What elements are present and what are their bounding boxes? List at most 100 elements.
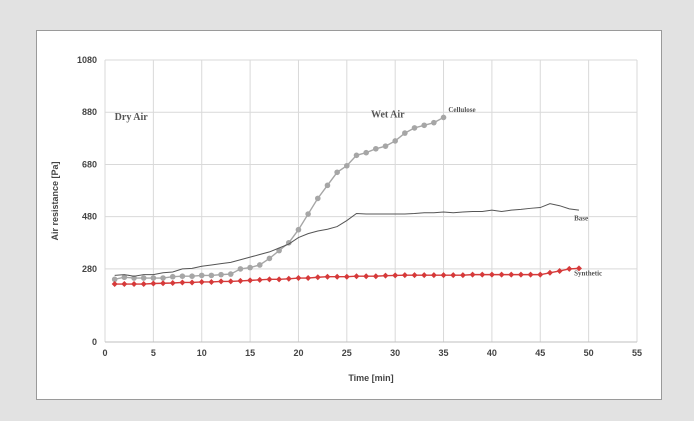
data-point xyxy=(256,276,263,283)
series-line xyxy=(114,203,580,277)
x-tick-label: 30 xyxy=(390,348,400,358)
data-point xyxy=(556,267,563,274)
data-point xyxy=(218,278,225,285)
data-point xyxy=(334,273,341,280)
data-point xyxy=(517,271,524,278)
data-point xyxy=(314,274,321,281)
data-point xyxy=(227,278,234,285)
data-point xyxy=(440,114,447,121)
data-point xyxy=(421,122,428,129)
data-point xyxy=(111,281,118,288)
data-point xyxy=(111,276,118,283)
data-point xyxy=(411,272,418,279)
data-point xyxy=(237,277,244,284)
data-point xyxy=(266,276,273,283)
data-point xyxy=(276,276,283,283)
series-base: Base xyxy=(114,203,588,277)
data-point xyxy=(121,274,128,281)
y-axis-title: Air resistance [Pa] xyxy=(50,161,60,240)
data-point xyxy=(208,272,215,279)
data-point xyxy=(402,130,408,136)
data-point xyxy=(373,145,379,152)
x-tick-label: 55 xyxy=(632,348,642,358)
data-point xyxy=(324,182,331,189)
data-point xyxy=(160,275,166,281)
data-point xyxy=(498,271,505,278)
data-point xyxy=(527,271,534,278)
data-point xyxy=(440,272,447,279)
data-point xyxy=(315,195,321,202)
data-point xyxy=(256,262,263,268)
data-point xyxy=(459,272,466,279)
y-tick-label: 680 xyxy=(82,159,97,169)
data-point xyxy=(469,271,476,278)
data-point xyxy=(392,272,399,279)
data-point xyxy=(131,281,138,288)
data-point xyxy=(160,280,167,287)
data-point xyxy=(305,211,311,217)
data-point xyxy=(372,273,379,280)
y-tick-label: 280 xyxy=(82,264,97,274)
data-point xyxy=(198,278,205,285)
x-tick-label: 40 xyxy=(487,348,497,358)
data-point xyxy=(537,271,544,278)
series-synthetic: Synthetic xyxy=(111,265,602,288)
data-point xyxy=(430,272,437,279)
x-tick-label: 5 xyxy=(151,348,156,358)
y-tick-label: 1080 xyxy=(77,55,97,65)
data-point xyxy=(121,281,128,288)
chart-frame: 0 5 10 15 20 25 30 35 40 45 50 55 0 280 480 680 880 1080 T… xyxy=(36,30,662,400)
data-point xyxy=(179,273,186,279)
data-point xyxy=(295,226,302,233)
data-point xyxy=(131,275,137,281)
y-tick-label: 880 xyxy=(82,107,97,117)
data-point xyxy=(421,272,428,279)
data-point xyxy=(479,271,486,278)
y-tick-label: 0 xyxy=(92,337,97,347)
data-point xyxy=(334,169,340,176)
x-tick-label: 25 xyxy=(342,348,352,358)
data-point xyxy=(150,280,157,287)
data-point xyxy=(343,273,350,280)
data-point xyxy=(140,281,147,288)
series-label: Base xyxy=(574,215,588,223)
data-point xyxy=(169,273,176,280)
x-tick-label: 50 xyxy=(584,348,594,358)
data-point xyxy=(546,269,553,276)
data-point xyxy=(363,273,370,280)
x-tick-label: 45 xyxy=(535,348,545,358)
data-point xyxy=(266,255,273,262)
data-point xyxy=(285,275,292,282)
data-point xyxy=(401,272,408,279)
data-point xyxy=(198,272,205,279)
data-point xyxy=(169,279,176,286)
data-point xyxy=(247,264,253,271)
data-point xyxy=(392,138,398,144)
data-point xyxy=(150,275,157,281)
data-point xyxy=(227,271,234,277)
series-label: Synthetic xyxy=(574,269,602,277)
data-point xyxy=(344,162,350,169)
data-point xyxy=(450,272,457,279)
data-point xyxy=(353,273,360,280)
x-tick-label: 10 xyxy=(197,348,207,358)
series-cellulose: Cellulose xyxy=(111,106,476,283)
chart-annotation: Dry Air xyxy=(115,112,149,123)
data-point xyxy=(179,279,186,286)
data-point xyxy=(208,278,215,285)
data-point xyxy=(431,119,437,126)
chart-annotation: Wet Air xyxy=(371,109,405,120)
data-point xyxy=(295,275,302,282)
y-tick-label: 480 xyxy=(82,212,97,222)
data-point xyxy=(140,275,147,281)
data-point xyxy=(247,277,254,284)
x-tick-label: 0 xyxy=(102,348,107,358)
data-point xyxy=(382,143,389,149)
data-point xyxy=(218,271,224,278)
data-point xyxy=(353,152,360,159)
x-tick-label: 35 xyxy=(439,348,449,358)
line-chart: 0 5 10 15 20 25 30 35 40 45 50 55 0 280 480 680 880 1080 T… xyxy=(50,55,642,383)
data-point xyxy=(411,125,418,131)
x-tick-label: 15 xyxy=(245,348,255,358)
series-label: Cellulose xyxy=(448,106,475,114)
